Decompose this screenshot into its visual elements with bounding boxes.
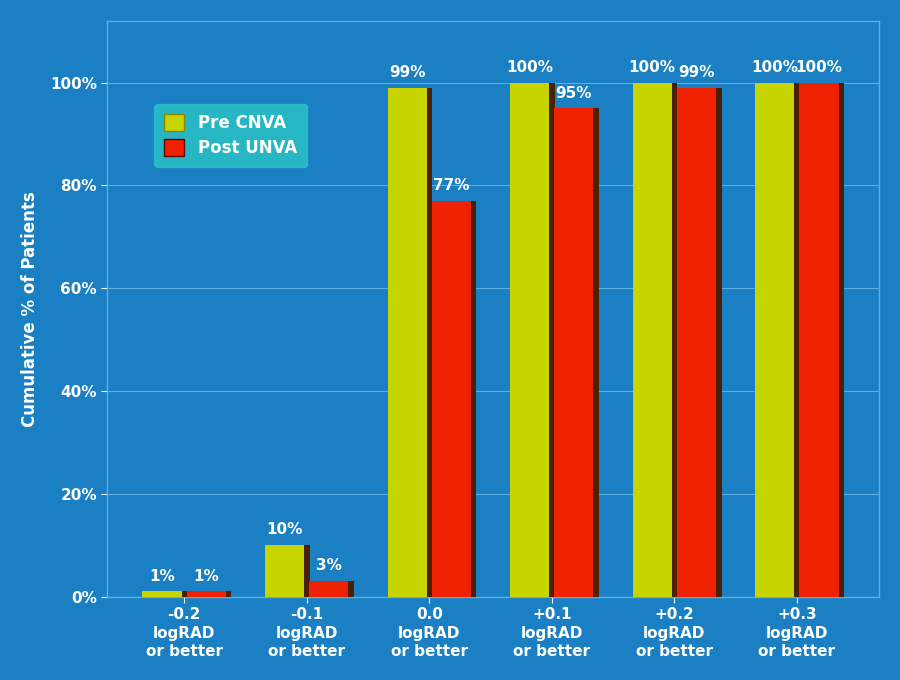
- Bar: [182, 592, 187, 596]
- Bar: [348, 581, 354, 596]
- Bar: [799, 82, 839, 596]
- Text: 99%: 99%: [679, 65, 715, 80]
- Y-axis label: Cumulative % of Patients: Cumulative % of Patients: [21, 191, 39, 426]
- Text: 1%: 1%: [149, 568, 175, 583]
- Bar: [554, 108, 593, 596]
- Bar: [309, 581, 348, 596]
- Bar: [795, 82, 800, 596]
- Text: 100%: 100%: [629, 60, 676, 75]
- Bar: [265, 545, 304, 596]
- Text: 100%: 100%: [796, 60, 842, 75]
- Bar: [388, 88, 427, 596]
- Text: 1%: 1%: [194, 568, 219, 583]
- Bar: [755, 82, 795, 596]
- Bar: [839, 82, 844, 596]
- Bar: [677, 88, 716, 596]
- Bar: [593, 108, 599, 596]
- Bar: [672, 82, 678, 596]
- Bar: [304, 545, 310, 596]
- Text: 77%: 77%: [433, 178, 470, 193]
- Legend: Pre CNVA, Post UNVA: Pre CNVA, Post UNVA: [154, 104, 307, 167]
- Text: 100%: 100%: [752, 60, 798, 75]
- Bar: [186, 592, 226, 596]
- Text: 99%: 99%: [389, 65, 426, 80]
- Text: 100%: 100%: [506, 60, 554, 75]
- Text: 95%: 95%: [555, 86, 592, 101]
- Bar: [716, 88, 722, 596]
- Bar: [633, 82, 672, 596]
- Text: 3%: 3%: [316, 558, 342, 573]
- Bar: [549, 82, 554, 596]
- Bar: [471, 201, 476, 596]
- Bar: [142, 592, 182, 596]
- Text: 10%: 10%: [266, 522, 302, 537]
- Bar: [226, 592, 231, 596]
- Bar: [510, 82, 549, 596]
- Bar: [427, 88, 432, 596]
- Bar: [432, 201, 471, 596]
